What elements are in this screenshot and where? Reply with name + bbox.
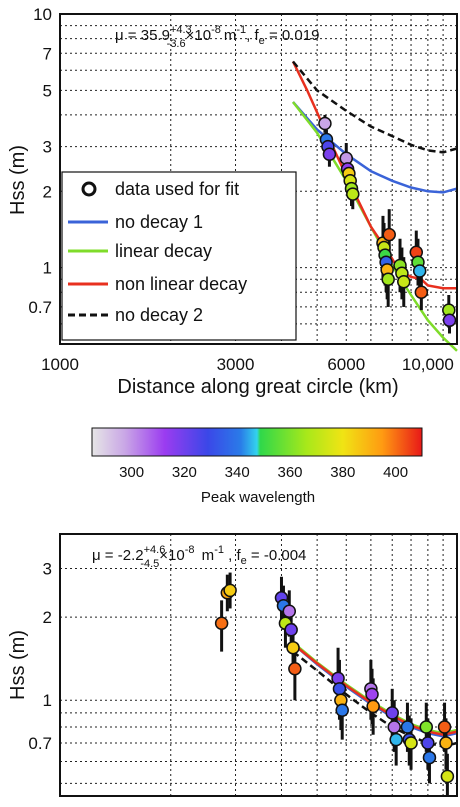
data-point: [346, 187, 360, 201]
legend: data used for fit no decay 1 linear deca…: [61, 171, 297, 341]
data-point: [422, 750, 437, 765]
y-tick-label: 0.7: [28, 734, 52, 753]
top-annotation: μ = 35.9+4.3 -3.6×10-8 m-1, fe = 0.019: [115, 24, 319, 50]
y-tick-label: 2: [43, 182, 52, 201]
colorbar-tick-label: 380: [330, 464, 355, 481]
y-tick-label: 7: [43, 44, 52, 63]
y-tick-label: 2: [43, 608, 52, 627]
data-point: [382, 227, 396, 242]
data-point: [387, 720, 401, 734]
x-tick-label: 3000: [217, 355, 255, 374]
data-point: [365, 687, 379, 702]
legend-label-no-decay-1: no decay 1: [115, 212, 203, 232]
y-tick-label: 3: [43, 559, 52, 578]
data-point: [419, 720, 434, 734]
data-point: [223, 583, 237, 598]
data-point: [439, 736, 453, 750]
data-point: [318, 116, 332, 131]
legend-label-non-linear-decay: non linear decay: [115, 274, 247, 294]
top-y-axis-label: Hss (m): [7, 145, 29, 215]
colorbar-tick-label: 300: [119, 464, 144, 481]
y-tick-label: 0.7: [28, 298, 52, 317]
data-point: [389, 732, 403, 747]
data-point: [381, 272, 395, 287]
curve-no-decay-2: [292, 60, 458, 154]
top-plot-frame: [59, 13, 458, 345]
colorbar-tick-labels: 300 320 340 360 380 400: [119, 464, 408, 481]
top-tick-labels: 0.7 1 2 3 5 7 10 1000 3000 6000 10,000: [28, 5, 454, 374]
x-tick-label: 1000: [41, 355, 79, 374]
data-point: [397, 274, 411, 289]
data-point: [286, 640, 300, 655]
bottom-annotation-text: μ = -2.2+4.6 -4.5×10-8 m-1 , fe = -0.004: [92, 544, 306, 570]
data-point: [284, 623, 298, 637]
bottom-y-axis-label: Hss (m): [7, 630, 29, 700]
colorbar-tick-label: 340: [225, 464, 250, 481]
bottom-panel: 0.7 1 2 3 Hss (m) μ = -2.2+4.6 -4.5×10-8 m-1…: [7, 533, 458, 797]
legend-marker-icon: [81, 181, 97, 197]
colorbar-tick-label: 400: [383, 464, 408, 481]
bottom-tick-labels: 0.7 1 2 3: [28, 559, 52, 753]
data-point: [421, 736, 435, 750]
legend-label-linear-decay: linear decay: [115, 241, 212, 261]
data-point: [440, 769, 455, 784]
x-tick-label: 6000: [327, 355, 365, 374]
colorbar-gradient: [91, 427, 423, 457]
data-point: [282, 604, 297, 619]
y-tick-label: 1: [43, 691, 52, 710]
data-point: [404, 736, 418, 750]
y-tick-label: 10: [33, 5, 52, 24]
colorbar-label: Peak wavelength: [201, 489, 315, 506]
colorbar-tick-label: 320: [172, 464, 197, 481]
data-point: [335, 703, 349, 717]
data-point: [442, 313, 457, 328]
data-point: [412, 264, 427, 278]
data-point: [414, 285, 429, 299]
data-point: [214, 616, 229, 631]
data-point: [332, 682, 347, 696]
legend-label-no-decay-2: no decay 2: [115, 305, 203, 325]
legend-label-data: data used for fit: [115, 179, 239, 199]
y-tick-label: 1: [43, 259, 52, 278]
colorbar-tick-label: 360: [277, 464, 302, 481]
data-point: [385, 706, 399, 720]
y-tick-label: 3: [43, 138, 52, 157]
data-point: [366, 699, 380, 714]
top-annotation-text: μ = 35.9+4.3 -3.6×10-8 m-1, fe = 0.019: [115, 24, 319, 50]
y-tick-label: 5: [43, 81, 52, 100]
top-panel: 0.7 1 2 3 5 7 10 1000 3000 6000 10,000 Hss (m) Dis…: [7, 5, 458, 398]
data-point: [437, 720, 452, 734]
top-points: [318, 114, 457, 334]
data-point: [400, 720, 415, 734]
x-tick-label: 10,000: [402, 355, 454, 374]
bottom-annotation: μ = -2.2+4.6 -4.5×10-8 m-1 , fe = -0.004: [92, 544, 306, 570]
bottom-plot-frame: [59, 533, 458, 797]
data-point: [322, 147, 337, 161]
legend-box: [61, 171, 297, 341]
colorbar: 300 320 340 360 380 400 Peak wavelength: [91, 427, 423, 506]
bottom-points: [214, 572, 455, 796]
data-point: [288, 662, 302, 676]
top-x-axis-label: Distance along great circle (km): [117, 376, 398, 398]
